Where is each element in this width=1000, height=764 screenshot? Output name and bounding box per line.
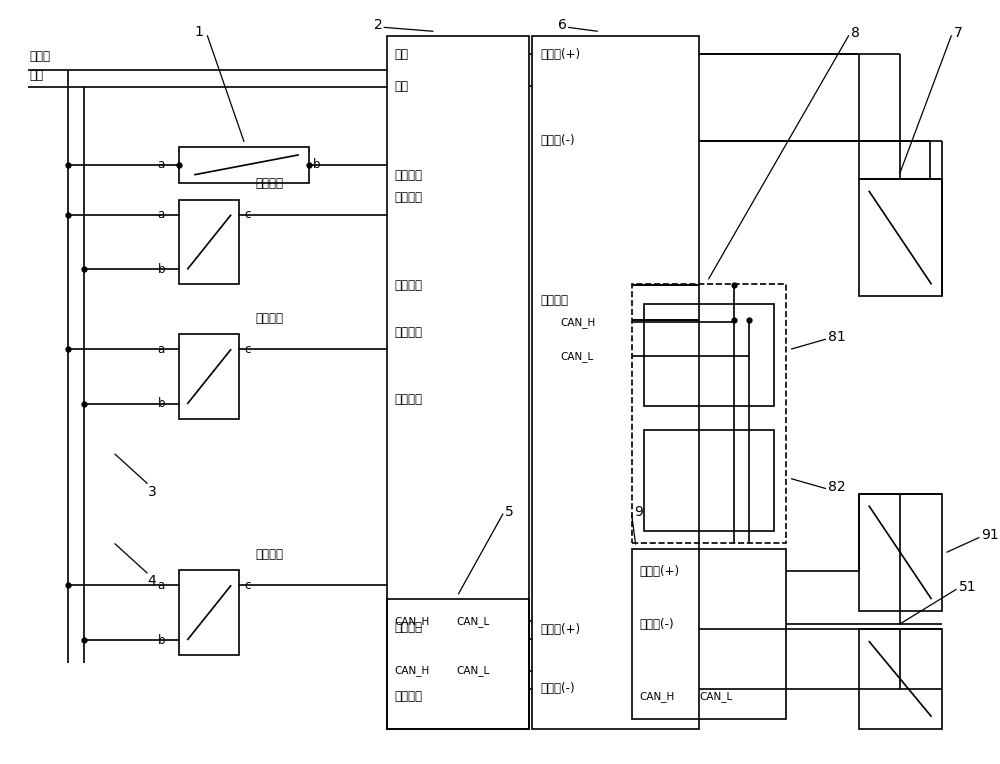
Text: 输出端(+): 输出端(+)	[640, 565, 680, 578]
Text: c: c	[244, 208, 250, 221]
Text: 9: 9	[634, 504, 643, 519]
Text: 输出端(-): 输出端(-)	[540, 134, 575, 147]
Text: a: a	[157, 342, 165, 355]
Text: 5: 5	[505, 504, 514, 519]
Text: b: b	[157, 263, 165, 276]
Text: b: b	[313, 158, 320, 171]
Text: 信号输入: 信号输入	[395, 325, 423, 338]
Bar	[387, 599, 529, 729]
Text: CAN_L: CAN_L	[560, 351, 593, 361]
Text: 地线: 地线	[30, 69, 44, 82]
Bar	[644, 430, 774, 532]
Text: CAN_H: CAN_H	[640, 691, 675, 702]
Text: CAN_H: CAN_H	[395, 616, 430, 626]
Bar	[179, 570, 239, 655]
Bar	[859, 179, 942, 296]
Text: CAN_L: CAN_L	[456, 616, 490, 626]
Text: CAN_L: CAN_L	[699, 691, 733, 702]
Text: CAN_L: CAN_L	[456, 665, 490, 676]
Bar	[859, 494, 942, 611]
Text: c: c	[244, 342, 250, 355]
Bar	[532, 36, 699, 729]
Text: 3: 3	[147, 484, 156, 499]
Text: 信号输入: 信号输入	[395, 170, 423, 183]
Text: b: b	[157, 633, 165, 646]
Text: 电源线: 电源线	[30, 50, 51, 63]
Text: 6: 6	[558, 18, 567, 32]
Text: 电源: 电源	[395, 47, 409, 60]
Text: 车速信号: 车速信号	[255, 548, 283, 561]
Text: 91: 91	[981, 529, 999, 542]
Text: 信号输入: 信号输入	[395, 620, 423, 633]
Text: b: b	[157, 397, 165, 410]
Bar	[859, 629, 942, 729]
Text: CAN_H: CAN_H	[395, 665, 430, 676]
Text: 输出端(+): 输出端(+)	[540, 623, 580, 636]
Text: a: a	[157, 579, 165, 592]
Bar	[632, 549, 786, 719]
Text: 2: 2	[374, 18, 383, 32]
Text: a: a	[157, 158, 165, 171]
Text: 载荷信号: 载荷信号	[255, 312, 283, 325]
Text: 地线: 地线	[395, 79, 409, 92]
Text: a: a	[157, 208, 165, 221]
Text: 信号输入: 信号输入	[395, 279, 423, 292]
Bar	[644, 304, 774, 406]
Text: 8: 8	[851, 26, 860, 40]
Text: 信号输入: 信号输入	[395, 191, 423, 204]
Text: 4: 4	[147, 575, 156, 588]
Bar	[179, 147, 309, 183]
Text: 82: 82	[828, 480, 846, 494]
Text: 7: 7	[953, 26, 962, 40]
Text: 输出端(-): 输出端(-)	[640, 617, 674, 630]
Bar	[179, 199, 239, 284]
Text: 81: 81	[828, 330, 846, 344]
Text: c: c	[244, 579, 250, 592]
Text: 51: 51	[958, 580, 976, 594]
Bar	[387, 36, 529, 729]
Bar	[632, 284, 786, 543]
Text: 信号输入: 信号输入	[395, 691, 423, 704]
Text: 信号输入: 信号输入	[395, 393, 423, 406]
Text: 1: 1	[195, 25, 204, 39]
Text: 坡度信号: 坡度信号	[255, 177, 283, 190]
Text: 输出端(+): 输出端(+)	[540, 47, 580, 60]
Bar	[179, 334, 239, 419]
Text: 输出端(-): 输出端(-)	[540, 682, 575, 695]
Text: CAN_H: CAN_H	[560, 317, 595, 328]
Text: 双向通讯: 双向通讯	[540, 294, 568, 307]
